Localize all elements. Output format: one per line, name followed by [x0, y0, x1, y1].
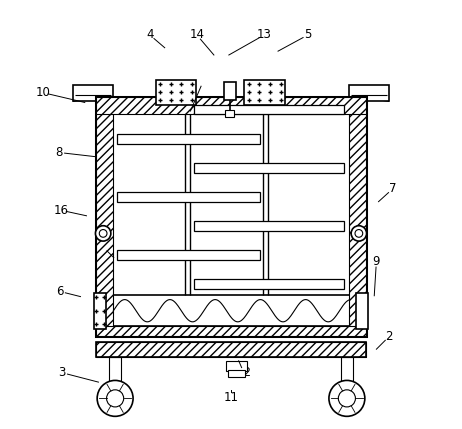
Bar	[96, 97, 366, 114]
Bar	[224, 82, 236, 100]
Bar	[226, 361, 247, 371]
Bar	[341, 357, 353, 383]
Circle shape	[351, 226, 366, 241]
Text: 2: 2	[385, 330, 393, 343]
Bar	[96, 97, 366, 336]
Bar	[117, 134, 260, 144]
Bar	[228, 370, 244, 378]
Bar	[349, 97, 366, 336]
Bar	[244, 80, 285, 106]
Text: 5: 5	[304, 28, 312, 42]
Text: 6: 6	[56, 285, 64, 298]
Text: 13: 13	[257, 28, 272, 42]
Circle shape	[107, 390, 124, 407]
Text: 14: 14	[189, 28, 204, 42]
Bar	[194, 221, 344, 231]
Bar	[96, 342, 366, 357]
Text: 12: 12	[237, 366, 251, 379]
Text: 16: 16	[53, 204, 68, 217]
Circle shape	[338, 390, 355, 407]
Text: 7: 7	[389, 182, 396, 195]
Bar	[194, 163, 344, 172]
Bar	[109, 357, 121, 383]
Bar	[356, 293, 368, 329]
Bar	[96, 97, 113, 336]
Bar	[117, 251, 260, 260]
Bar	[225, 110, 234, 118]
Bar	[96, 326, 366, 336]
Bar	[156, 80, 196, 106]
Text: 3: 3	[58, 366, 66, 379]
Circle shape	[97, 381, 133, 416]
Bar	[73, 85, 113, 101]
Text: 4: 4	[146, 28, 153, 42]
Bar	[117, 192, 260, 202]
Text: 8: 8	[55, 146, 63, 159]
Circle shape	[355, 230, 363, 237]
Text: 15: 15	[181, 110, 196, 123]
Circle shape	[99, 230, 107, 237]
Bar	[96, 342, 366, 357]
Text: 1: 1	[114, 255, 122, 268]
Text: 10: 10	[36, 86, 50, 99]
Bar	[349, 85, 389, 101]
Text: 11: 11	[224, 391, 238, 404]
Circle shape	[329, 381, 365, 416]
Circle shape	[96, 226, 111, 241]
Bar	[94, 293, 106, 329]
Text: 9: 9	[373, 255, 380, 268]
Bar	[194, 280, 344, 289]
Bar	[194, 105, 344, 115]
